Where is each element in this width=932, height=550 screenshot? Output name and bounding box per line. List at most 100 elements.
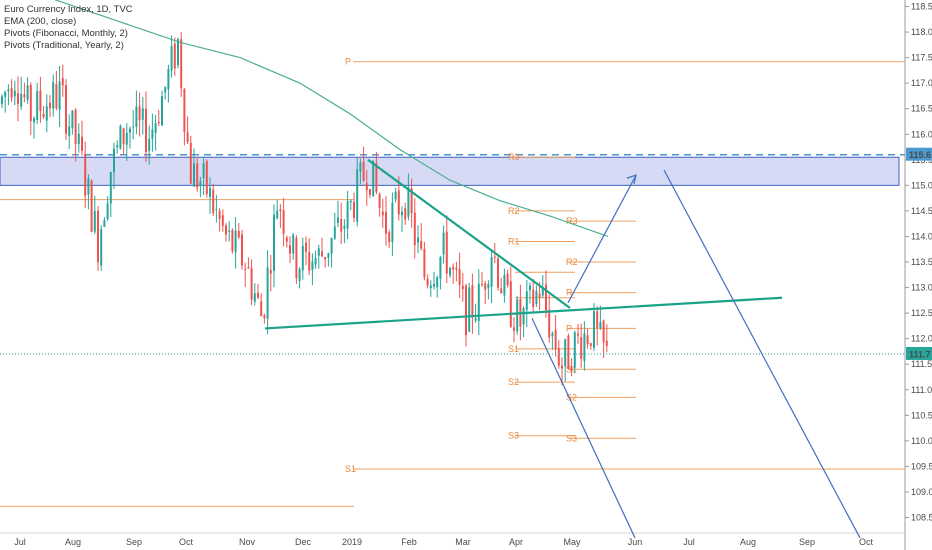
ascending-trendline	[264, 296, 783, 330]
candle-body	[324, 256, 327, 260]
candle-body	[353, 201, 355, 218]
x-tick-label: Dec	[295, 537, 312, 547]
candle-body	[71, 110, 74, 129]
candle-body	[484, 283, 487, 290]
candle-body	[404, 208, 407, 220]
y-tick-label: 113.5	[911, 257, 932, 267]
candle-body	[42, 114, 45, 118]
candle-body	[205, 160, 208, 194]
candle-body	[577, 333, 579, 336]
candle-body	[279, 209, 282, 211]
candle-body	[452, 266, 455, 270]
candle-body	[231, 229, 234, 252]
candle-body	[151, 129, 154, 139]
candle-body	[81, 136, 83, 151]
candle-body	[113, 148, 115, 173]
x-tick-label: Oct	[859, 537, 874, 547]
candle-body	[173, 43, 176, 69]
candle-body	[167, 68, 170, 90]
candle-body	[561, 365, 563, 369]
candle-body	[557, 348, 560, 366]
candle-body	[154, 123, 157, 133]
candle-body	[461, 285, 464, 290]
candle-body	[343, 225, 346, 229]
zone-price-tag: 115.6	[909, 150, 931, 160]
candle-body	[513, 327, 515, 331]
candle-body	[538, 293, 541, 298]
candle-body	[570, 366, 573, 371]
candle-body	[583, 333, 586, 362]
candle-body	[372, 160, 375, 197]
candle-body	[289, 245, 291, 254]
resistance-zone	[0, 156, 900, 186]
candle-body	[506, 273, 509, 285]
candle-body	[13, 90, 16, 97]
candle-body	[215, 208, 218, 210]
candle-body	[337, 217, 339, 223]
candle-body	[23, 94, 26, 98]
candle-body	[234, 230, 237, 253]
candle-body	[199, 181, 202, 186]
candle-body	[314, 257, 317, 265]
candle-body	[186, 132, 189, 143]
candle-body	[301, 245, 304, 271]
y-tick-label: 110.0	[911, 436, 932, 446]
pivot-label: S2	[566, 392, 577, 402]
candle-body	[10, 88, 13, 98]
y-tick-label: 112.0	[911, 334, 932, 344]
candle-body	[93, 210, 96, 232]
candle-body	[529, 285, 531, 291]
projection-down-line	[531, 317, 636, 539]
candle-body	[593, 310, 595, 348]
candle-body	[449, 267, 451, 276]
candle-body	[145, 108, 147, 152]
candle-body	[308, 252, 311, 271]
x-tick-label: Feb	[401, 537, 417, 547]
candle-body	[385, 211, 387, 234]
candle-body	[522, 308, 525, 325]
candle-body	[292, 234, 295, 254]
candle-body	[177, 39, 179, 66]
candle-body	[535, 290, 538, 305]
candle-body	[365, 183, 368, 191]
candle-body	[183, 89, 186, 133]
candle-body	[39, 90, 42, 112]
candle-body	[589, 343, 592, 346]
candle-body	[74, 109, 77, 144]
last-price-tag-bg	[906, 346, 932, 360]
candle-body	[138, 106, 141, 121]
candle-body	[426, 278, 429, 286]
candle-body	[423, 248, 426, 278]
candle-body	[33, 117, 35, 123]
candle-body	[359, 162, 362, 172]
x-tick-label: Jul	[14, 537, 26, 547]
x-tick-label: Apr	[509, 537, 523, 547]
y-tick-label: 108.5	[911, 513, 932, 523]
candle-body	[394, 191, 397, 200]
candle-body	[260, 301, 263, 317]
candle-body	[202, 163, 205, 179]
candle-body	[481, 284, 483, 286]
candle-body	[375, 162, 378, 193]
candle-body	[433, 284, 435, 287]
candle-body	[212, 189, 215, 214]
candle-body	[125, 132, 128, 145]
candle-body	[241, 234, 243, 266]
y-tick-label: 109.0	[911, 487, 932, 497]
y-tick-label: 112.5	[911, 308, 932, 318]
candle-body	[500, 288, 503, 294]
candle-body	[61, 78, 64, 86]
candle-body	[228, 230, 231, 233]
candle-body	[381, 211, 384, 216]
candle-body	[378, 194, 381, 208]
x-tick-label: Sep	[799, 537, 815, 547]
candle-body	[87, 178, 90, 195]
candle-body	[349, 200, 352, 203]
candle-body	[541, 287, 544, 296]
x-tick-label: 2019	[342, 537, 362, 547]
candle-body	[122, 128, 125, 145]
candle-body	[429, 285, 432, 289]
candle-body	[564, 339, 567, 367]
pivot-label: S3	[508, 431, 519, 441]
